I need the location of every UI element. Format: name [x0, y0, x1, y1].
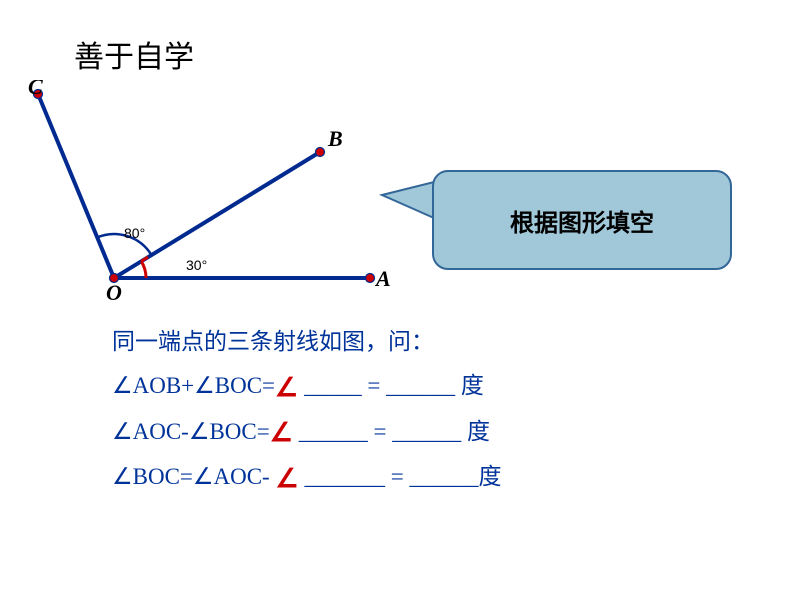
- angle-sym-3: ∠: [275, 457, 298, 501]
- label-O: O: [106, 280, 122, 300]
- callout-text: 根据图形填空: [510, 203, 654, 238]
- angle-sym-2: ∠: [270, 411, 293, 455]
- label-C: C: [28, 80, 43, 99]
- callout-tail: [382, 182, 434, 218]
- arc-aob: [141, 261, 146, 278]
- page-title: 善于自学: [74, 32, 194, 76]
- line2-rest: ______ = ______ 度: [293, 419, 490, 444]
- line3-prefix: ∠BOC=∠AOC-: [112, 464, 270, 489]
- problem-line-1: ∠AOB+∠BOC=∠ _____ = ______ 度: [112, 364, 712, 410]
- problem-intro: 同一端点的三条射线如图，问：: [112, 320, 712, 364]
- point-B: [316, 148, 325, 157]
- line1-prefix: ∠AOB+∠BOC=: [112, 373, 275, 398]
- line3-rest: _______ = ______度: [299, 464, 502, 489]
- angle-sym-1: ∠: [275, 366, 298, 410]
- label-B: B: [327, 126, 343, 151]
- callout-box: 根据图形填空: [432, 170, 732, 270]
- line2-prefix: ∠AOC-∠BOC=: [112, 419, 270, 444]
- arc-aob-tick: [141, 257, 148, 261]
- line1-rest: _____ = ______ 度: [298, 373, 483, 398]
- problem-line-3: ∠BOC=∠AOC- ∠ _______ = ______度: [112, 455, 712, 501]
- label-30: 30°: [186, 257, 207, 273]
- point-A: [366, 274, 375, 283]
- diagram-svg: O A B C 30° 80°: [20, 80, 400, 300]
- problem-area: 同一端点的三条射线如图，问： ∠AOB+∠BOC=∠ _____ = _____…: [112, 320, 712, 501]
- label-80: 80°: [124, 225, 145, 241]
- problem-line-2: ∠AOC-∠BOC=∠ ______ = ______ 度: [112, 410, 712, 456]
- callout: 根据图形填空: [432, 170, 732, 270]
- angle-diagram: O A B C 30° 80°: [20, 80, 400, 300]
- ray-OC: [38, 94, 114, 278]
